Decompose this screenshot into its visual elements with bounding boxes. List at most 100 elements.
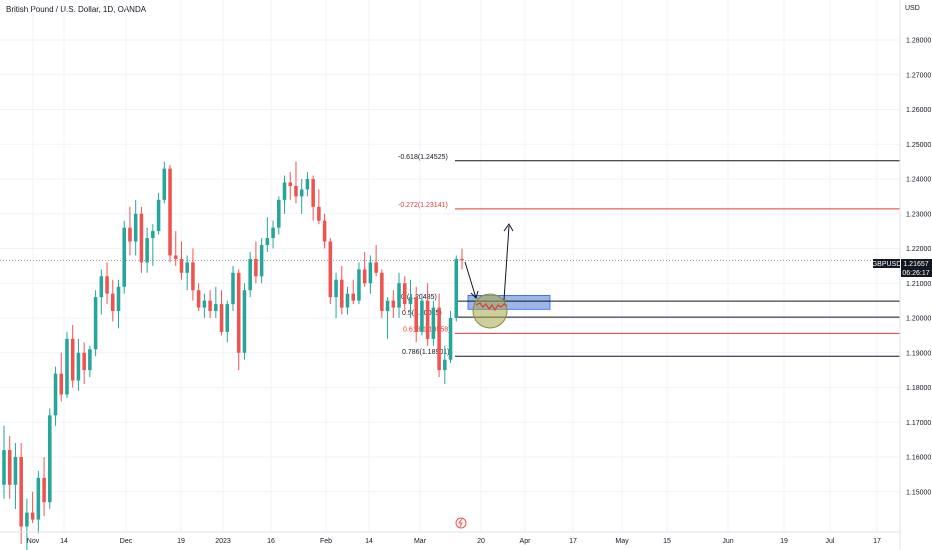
x-tick-label: 19 [780, 538, 788, 545]
candle-body [408, 297, 413, 305]
fib-level-label: -0.618(1.24525) [398, 154, 448, 161]
candle-body [334, 279, 338, 298]
candle-body [196, 290, 201, 308]
x-tick-label: 17 [873, 538, 881, 545]
candle-body [385, 300, 390, 312]
down-arrow-line [464, 261, 477, 299]
candle-body [133, 213, 138, 242]
candle-body [368, 262, 373, 284]
fib-level-label: 0.(1.20485) [401, 294, 437, 301]
y-tick-label: 1.20000 [906, 316, 931, 323]
candle-body [105, 276, 109, 294]
candle-body [402, 283, 407, 305]
candle-body [53, 373, 58, 416]
y-tick-label: 1.21000 [906, 281, 931, 288]
candle-body [88, 349, 92, 371]
x-tick-label: 14 [365, 538, 373, 545]
candle-body [208, 300, 212, 312]
y-tick-label: 1.15000 [906, 489, 931, 496]
x-tick-label: 17 [569, 538, 577, 545]
y-tick-label: 1.16000 [906, 455, 931, 462]
y-tick-label: 1.23000 [906, 211, 931, 218]
candle-body [431, 307, 436, 339]
candle-body [242, 290, 247, 353]
symbol-badge-label: GBPUSD [872, 261, 902, 268]
y-tick-label: 1.22000 [906, 246, 931, 253]
candle-body [116, 286, 121, 312]
fib-level-label: -0.272(1.23141) [398, 202, 448, 209]
candle-body [454, 258, 459, 318]
candle-body [248, 258, 252, 291]
candle-body [271, 227, 275, 239]
candle-body [443, 359, 447, 371]
x-tick-label: Mar [414, 538, 427, 545]
candle-body [311, 179, 315, 207]
fib-level-label: 0.786(1.18901) [402, 349, 449, 356]
candle-body [42, 477, 46, 503]
candle-body [437, 307, 441, 371]
last-price-label: 1.21657 [903, 261, 928, 268]
x-tick-label: May [615, 538, 629, 545]
x-tick-label: 14 [60, 538, 68, 545]
candle-body [374, 262, 378, 273]
candle-body [225, 304, 230, 332]
candle-body [99, 276, 104, 298]
candle-body [139, 213, 144, 263]
x-tick-label: Nov [27, 538, 40, 545]
y-tick-label: 1.19000 [906, 350, 931, 357]
candle-body [13, 457, 18, 485]
candles [2, 161, 464, 550]
x-tick-label: 2023 [215, 538, 231, 545]
candle-body [219, 304, 224, 332]
x-tick-label: Jul [826, 538, 835, 545]
candle-body [259, 245, 264, 277]
symbol-badge [873, 259, 900, 268]
candle-body [151, 231, 155, 239]
grid [0, 0, 900, 532]
y-tick-label: 1.25000 [906, 142, 931, 149]
candle-body [265, 238, 270, 246]
price-badge [901, 259, 932, 277]
candle-body [30, 512, 35, 520]
candle-body [82, 352, 86, 371]
candle-body [305, 179, 310, 190]
candle-body [202, 300, 207, 308]
candle-body [128, 227, 132, 242]
x-tick-label: 16 [267, 538, 275, 545]
candle-body [294, 185, 298, 197]
candle-body [254, 258, 258, 277]
candle-body [173, 255, 178, 259]
candle-body [36, 477, 41, 520]
candle-body [185, 262, 189, 273]
candle-body [391, 300, 396, 308]
candle-body [168, 168, 172, 256]
x-tick-label: Apr [520, 538, 532, 545]
candle-body [59, 373, 64, 395]
x-tick-label: Jun [722, 538, 733, 545]
candle-body [191, 262, 195, 291]
candle-body [277, 199, 281, 228]
candle-body [288, 182, 293, 186]
candle-body [25, 512, 29, 527]
x-tick-label: 19 [177, 538, 185, 545]
candle-body [70, 338, 75, 381]
down-arrow-head [470, 290, 479, 299]
candle-body [179, 258, 184, 273]
x-tick-label: Feb [320, 538, 332, 545]
candle-body [122, 227, 126, 287]
candle-body [448, 318, 453, 360]
projected-price-path [475, 302, 508, 312]
candle-body [65, 338, 69, 395]
candle-body [48, 415, 52, 503]
candle-body [19, 457, 23, 527]
highlight-circle [472, 293, 508, 329]
candle-body [93, 297, 98, 350]
candle-body [7, 450, 12, 485]
candle-body [322, 220, 327, 242]
bar-countdown-label: 06:26:17 [902, 270, 929, 277]
x-tick-label: 20 [477, 538, 485, 545]
candle-body [340, 279, 344, 308]
